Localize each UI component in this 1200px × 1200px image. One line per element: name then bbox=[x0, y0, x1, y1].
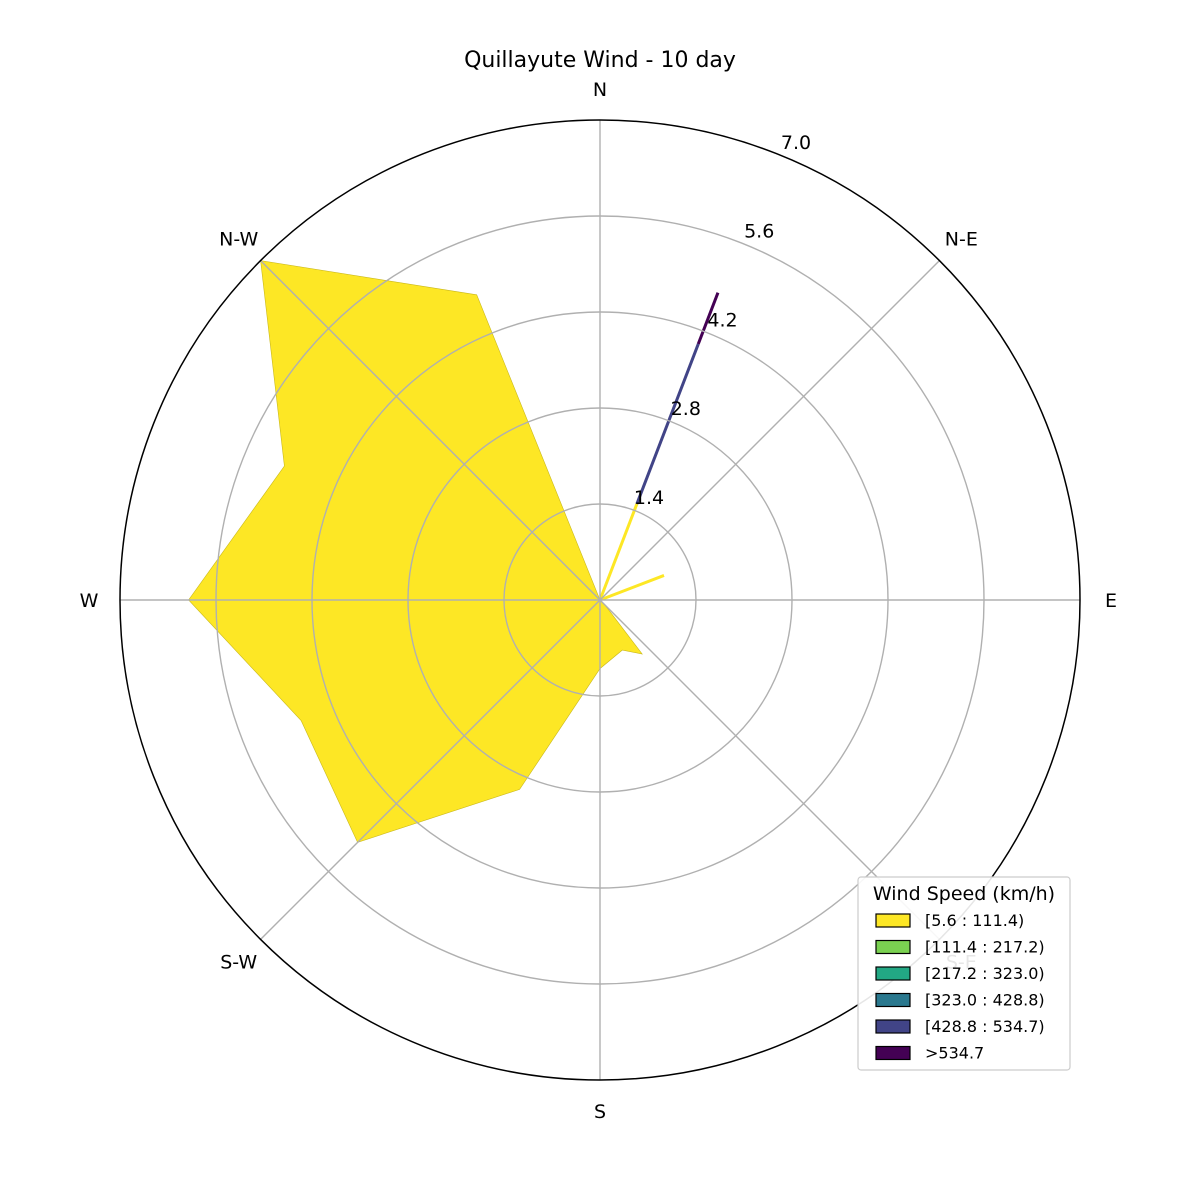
spike-layer bbox=[598, 292, 720, 602]
direction-label-w: W bbox=[80, 590, 99, 612]
radial-tick-label: 5.6 bbox=[744, 221, 774, 243]
legend-label: [323.0 : 428.8) bbox=[925, 991, 1045, 1010]
grid-layer bbox=[119, 119, 1081, 1081]
direction-label-n-w: N-W bbox=[219, 229, 258, 251]
direction-label-s-w: S-W bbox=[220, 951, 257, 973]
legend-label: [111.4 : 217.2) bbox=[925, 938, 1045, 957]
legend-swatch bbox=[875, 992, 911, 1008]
radial-tick-label: 1.4 bbox=[634, 487, 664, 509]
radial-tick-label: 2.8 bbox=[671, 398, 701, 420]
direction-label-n: N bbox=[593, 79, 607, 101]
spike-1-segment-0 bbox=[599, 574, 665, 602]
legend-swatch bbox=[875, 966, 911, 981]
spoke-gridline bbox=[260, 260, 601, 601]
legend-swatch bbox=[875, 1019, 911, 1034]
legend-swatch bbox=[875, 1045, 911, 1061]
ring-gridline bbox=[311, 311, 889, 889]
legend-frame bbox=[857, 876, 1071, 1071]
spike-0-segment-0 bbox=[598, 503, 639, 601]
radial-tick-label: 7.0 bbox=[781, 132, 811, 154]
direction-label-n-e: N-E bbox=[945, 229, 978, 251]
spike-0-segment-1 bbox=[635, 343, 700, 505]
legend: Wind Speed (km/h) [5.6 : 111.4) [111.4 : … bbox=[857, 876, 1071, 1071]
legend-label: [5.6 : 111.4) bbox=[925, 911, 1024, 930]
ring-gridline bbox=[503, 503, 697, 697]
direction-label-s: S bbox=[594, 1101, 606, 1123]
wind-area-series bbox=[188, 260, 643, 843]
area-layer bbox=[188, 260, 643, 843]
direction-label-e: E bbox=[1105, 590, 1117, 612]
radial-tick-layer: 1.4 2.8 4.2 5.6 7.0 bbox=[634, 132, 811, 509]
chart-title: Quillayute Wind - 10 day bbox=[464, 48, 736, 73]
spoke-gridline bbox=[260, 599, 601, 940]
legend-title: Wind Speed (km/h) bbox=[873, 883, 1055, 905]
radial-tick-label: 4.2 bbox=[707, 309, 737, 331]
outer-ring bbox=[119, 119, 1081, 1081]
legend-label: [217.2 : 323.0) bbox=[925, 964, 1045, 983]
ring-gridline bbox=[215, 215, 985, 985]
spoke-gridline bbox=[599, 260, 940, 601]
spike-0-segment-2 bbox=[696, 292, 720, 345]
legend-swatch bbox=[875, 939, 911, 955]
legend-swatch bbox=[875, 913, 911, 928]
legend-label: >534.7 bbox=[925, 1044, 984, 1063]
legend-label: [428.8 : 534.7) bbox=[925, 1017, 1045, 1036]
legend-entries: [5.6 : 111.4) [111.4 : 217.2) [217.2 : 323… bbox=[875, 911, 1045, 1063]
ring-gridline bbox=[407, 407, 793, 793]
